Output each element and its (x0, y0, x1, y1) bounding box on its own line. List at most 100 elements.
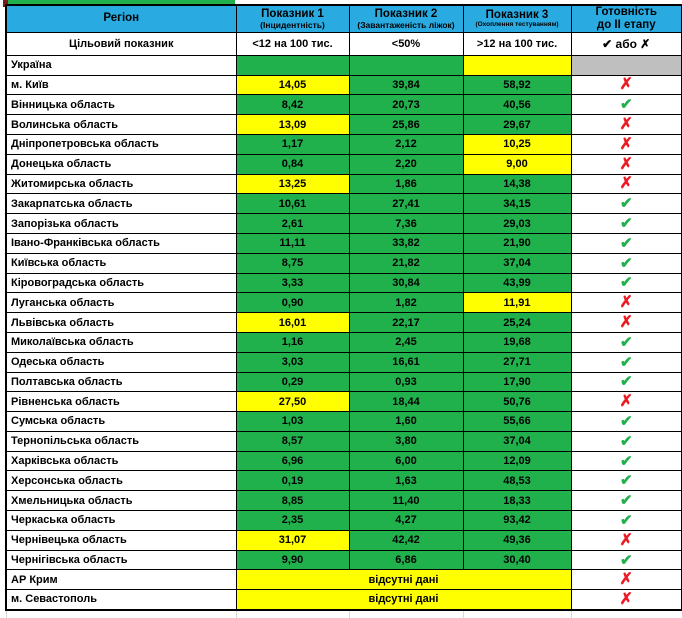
indicator2-cell: 1,82 (348, 292, 464, 314)
readiness-cell: ✗ (570, 569, 682, 591)
indicator3-cell: 48,53 (462, 470, 572, 492)
empty-cell (235, 609, 350, 618)
table-row: Луганська область 0,90 1,82 11,91 ✗ (5, 292, 682, 314)
region-cell: Україна (5, 54, 237, 76)
region-cell: Херсонська область (5, 470, 237, 492)
target-label-cell: Цільовий показник (5, 31, 237, 56)
target-row: Цільовий показник <12 на 100 тис. <50% >… (5, 31, 682, 56)
indicator3-cell: 17,90 (462, 371, 572, 393)
indicator2-cell: 6,86 (348, 549, 464, 571)
empty-cell (462, 609, 572, 618)
indicator2-cell: 6,00 (348, 450, 464, 472)
indicator1-cell: 13,25 (235, 173, 350, 195)
readiness-cell: ✗ (570, 173, 682, 195)
indicator1-cell: 14,05 (235, 74, 350, 96)
table-row: Хмельницька область 8,85 11,40 18,33 ✔ (5, 490, 682, 512)
table-row: Харківська область 6,96 6,00 12,09 ✔ (5, 450, 682, 472)
indicator3-cell: 21,90 (462, 232, 572, 254)
indicator2-cell: 7,36 (348, 213, 464, 234)
region-cell: Тернопільська область (5, 430, 237, 452)
indicator3-cell: 43,99 (462, 272, 572, 294)
table-row: Чернівецька область 31,07 42,42 49,36 ✗ (5, 529, 682, 551)
table-row: Рівненська область 27,50 18,44 50,76 ✗ (5, 391, 682, 413)
table-row: Запорізька область 2,61 7,36 29,03 ✔ (5, 213, 682, 234)
header-row: Регіон Показник 1 (Інцидентність) Показн… (5, 3, 682, 33)
target-indicator1-cell: <12 на 100 тис. (235, 31, 350, 56)
indicator1-cell: 10,61 (235, 193, 350, 215)
region-cell: Дніпропетровська область (5, 133, 237, 155)
indicator2-cell (348, 54, 464, 76)
indicator3-cell: 11,91 (462, 292, 572, 314)
readiness-cell: ✔ (570, 193, 682, 215)
readiness-cell: ✔ (570, 490, 682, 512)
empty-cell (5, 609, 237, 618)
readiness-cell: ✔ (570, 252, 682, 274)
region-cell: Житомирська область (5, 173, 237, 195)
indicator2-cell: 1,60 (348, 411, 464, 432)
region-cell: АР Крим (5, 569, 237, 591)
indicator2-cell: 2,45 (348, 331, 464, 353)
indicator2-cell: 39,84 (348, 74, 464, 96)
region-cell: Черкаська область (5, 510, 237, 531)
indicator1-cell: 6,96 (235, 450, 350, 472)
indicator1-cell: 8,42 (235, 94, 350, 116)
readiness-cell: ✔ (570, 470, 682, 492)
indicator3-cell: 25,24 (462, 312, 572, 333)
indicator3-cell: 34,15 (462, 193, 572, 215)
region-cell: Рівненська область (5, 391, 237, 413)
readiness-cell: ✔ (570, 232, 682, 254)
readiness-cell: ✗ (570, 292, 682, 314)
indicator1-cell: 1,16 (235, 331, 350, 353)
indicator2-cell: 2,20 (348, 153, 464, 175)
table-row: м. Київ 14,05 39,84 58,92 ✗ (5, 74, 682, 96)
table-row: Львівська область 16,01 22,17 25,24 ✗ (5, 312, 682, 333)
indicator2-cell: 33,82 (348, 232, 464, 254)
indicator2-cell: 18,44 (348, 391, 464, 413)
table-row: Кіровоградська область 3,33 30,84 43,99 ✔ (5, 272, 682, 294)
region-cell: Кіровоградська область (5, 272, 237, 294)
indicator2-cell: 42,42 (348, 529, 464, 551)
table-row: Чернігівська область 9,90 6,86 30,40 ✔ (5, 549, 682, 571)
indicator2-subtitle: (Завантаженість ліжок) (357, 19, 455, 30)
indicator1-cell: 31,07 (235, 529, 350, 551)
indicator1-cell (235, 54, 350, 76)
indicator2-cell: 22,17 (348, 312, 464, 333)
table-row: Миколаївська область 1,16 2,45 19,68 ✔ (5, 331, 682, 353)
region-cell: Миколаївська область (5, 331, 237, 353)
readiness-cell: ✔ (570, 371, 682, 393)
indicator2-cell: 4,27 (348, 510, 464, 531)
readiness-cell: ✗ (570, 529, 682, 551)
indicator3-cell: 19,68 (462, 331, 572, 353)
indicator3-cell: 9,00 (462, 153, 572, 175)
readiness-cell: ✔ (570, 331, 682, 353)
indicator2-cell: 1,86 (348, 173, 464, 195)
indicator3-cell: 37,04 (462, 252, 572, 274)
indicator3-cell: 29,03 (462, 213, 572, 234)
indicator1-cell: 8,57 (235, 430, 350, 452)
indicator2-title: Показник 2 (374, 7, 438, 20)
readiness-cell: ✗ (570, 114, 682, 135)
table-row: Україна (5, 54, 682, 76)
indicator2-cell: 2,12 (348, 133, 464, 155)
empty-cell (348, 609, 464, 618)
region-cell: м. Київ (5, 74, 237, 96)
readiness-cell: ✔ (570, 351, 682, 373)
region-cell: Чернівецька область (5, 529, 237, 551)
table-row: Волинська область 13,09 25,86 29,67 ✗ (5, 114, 682, 135)
readiness-cell: ✔ (570, 549, 682, 571)
col-header-indicator2: Показник 2 (Завантаженість ліжок) (348, 3, 464, 33)
indicator1-cell: 3,03 (235, 351, 350, 373)
indicator1-cell: 2,61 (235, 213, 350, 234)
indicator1-cell: 3,33 (235, 272, 350, 294)
indicator1-cell: 0,84 (235, 153, 350, 175)
region-cell: Івано-Франківська область (5, 232, 237, 254)
region-cell: Львівська область (5, 312, 237, 333)
region-cell: Київська область (5, 252, 237, 274)
table-row: Тернопільська область 8,57 3,80 37,04 ✔ (5, 430, 682, 452)
no-data-cell: відсутні дані (235, 569, 572, 591)
indicator3-cell: 93,42 (462, 510, 572, 531)
readiness-cell: ✗ (570, 133, 682, 155)
no-data-cell: відсутні дані (235, 589, 572, 611)
indicator2-cell: 11,40 (348, 490, 464, 512)
indicator1-cell: 16,01 (235, 312, 350, 333)
